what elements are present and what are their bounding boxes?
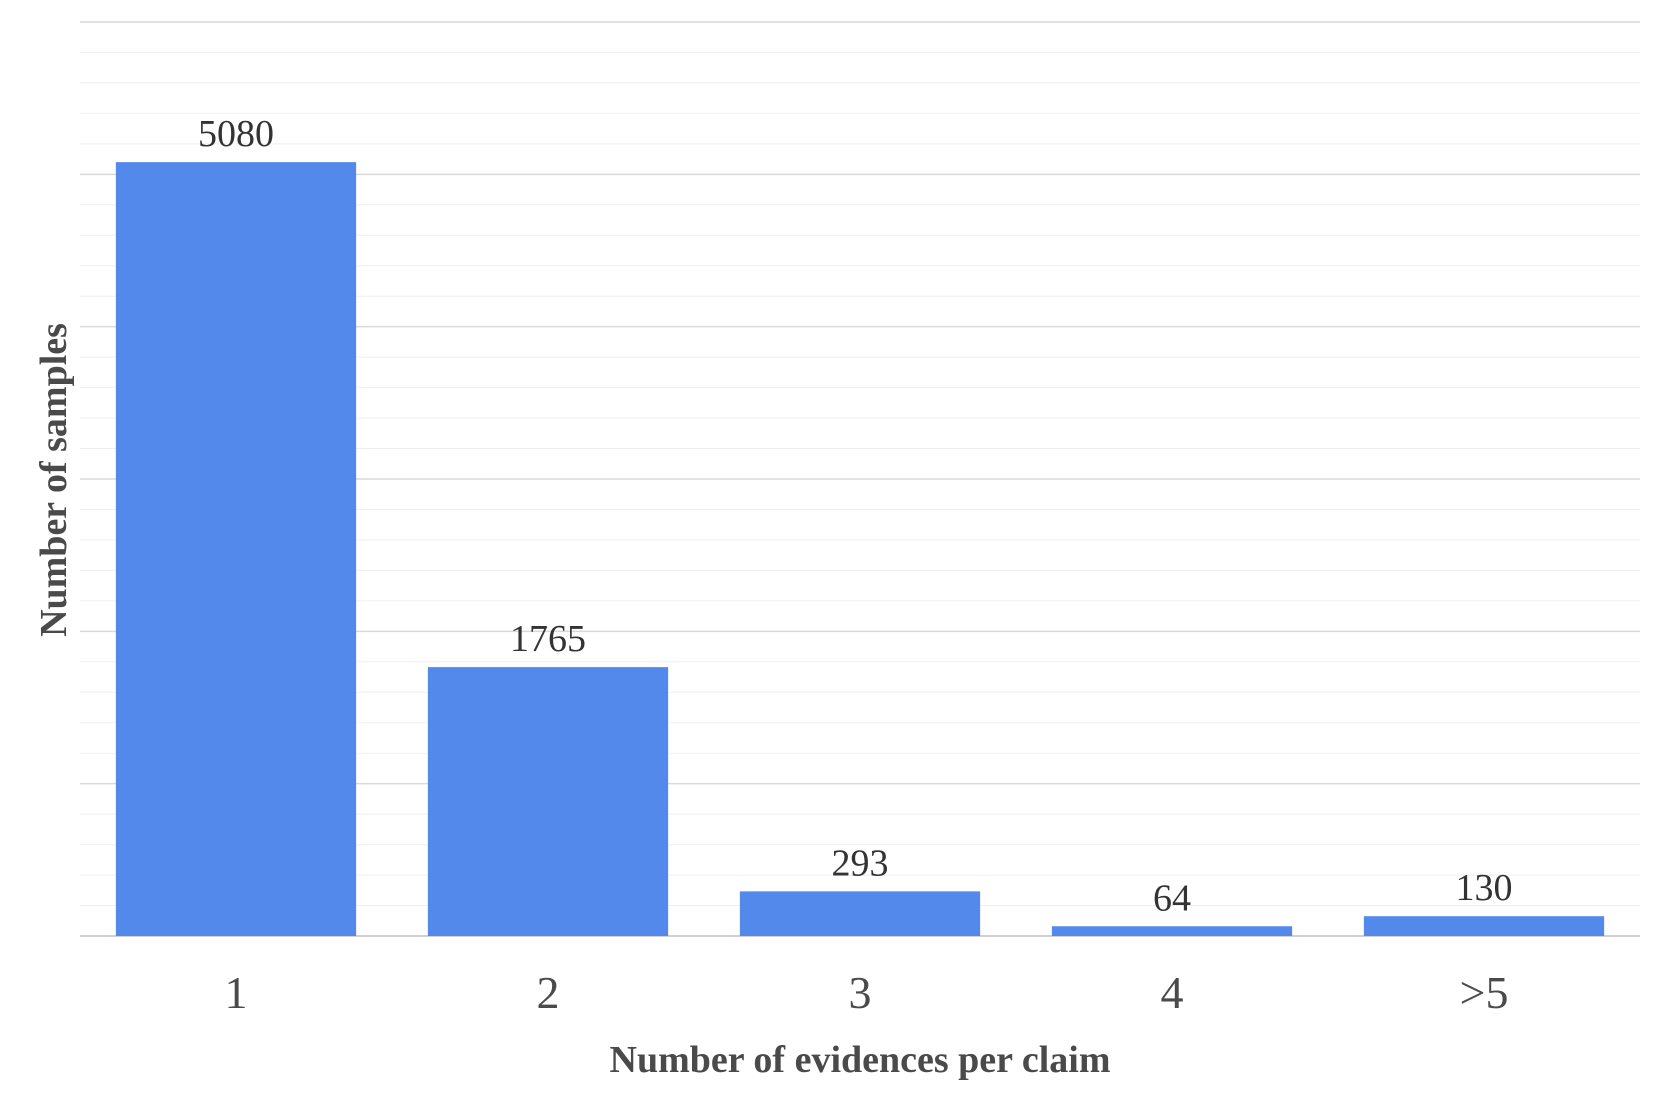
- x-tick-label-2: 2: [537, 967, 560, 1018]
- bar-5: [1363, 916, 1605, 936]
- x-tick-label-3: 3: [849, 967, 872, 1018]
- x-tick-labels-group: 1 2 3 4 >5: [225, 967, 1509, 1018]
- data-label-4: 64: [1153, 877, 1191, 919]
- data-label-2: 1765: [510, 618, 586, 660]
- data-label-1: 5080: [198, 113, 274, 155]
- x-tick-label-1: 1: [225, 967, 248, 1018]
- x-tick-label-5: >5: [1460, 967, 1509, 1018]
- bar-2: [427, 667, 669, 936]
- bar-1: [115, 162, 357, 936]
- bars-group: [115, 162, 1605, 936]
- bar-3: [739, 891, 981, 936]
- bar-4: [1051, 926, 1293, 936]
- x-tick-label-4: 4: [1161, 967, 1184, 1018]
- y-axis-title: Number of samples: [33, 323, 75, 637]
- data-label-3: 293: [832, 842, 889, 884]
- x-axis-title: Number of evidences per claim: [610, 1039, 1111, 1081]
- data-labels-group: 5080 1765 293 64 130: [198, 113, 1513, 919]
- data-label-5: 130: [1456, 867, 1513, 909]
